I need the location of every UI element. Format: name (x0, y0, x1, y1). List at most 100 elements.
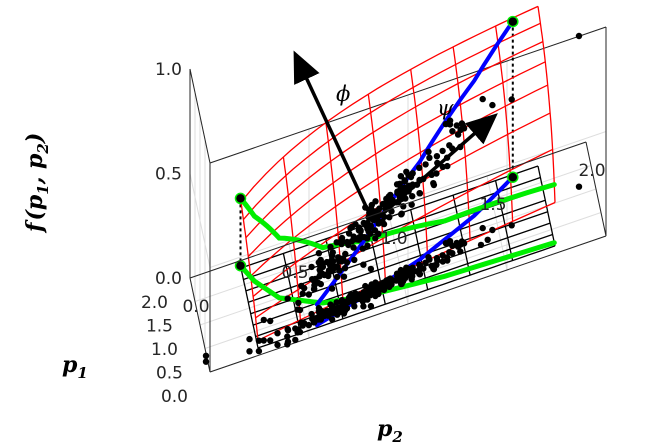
highlight-point-surface-0 (234, 192, 247, 205)
sample-point-floor-79 (508, 222, 515, 229)
surface-p2-line-6 (494, 25, 514, 222)
sample-point-floor-193 (310, 319, 318, 326)
sample-point-floor-191 (267, 337, 274, 344)
projection-p2-line-0 (240, 267, 259, 349)
sample-point-surface-23 (328, 285, 336, 292)
sample-point-surface-209 (350, 244, 357, 251)
sample-point-surface-14 (345, 230, 353, 237)
sample-point-floor-188 (389, 277, 396, 284)
sample-point-floor-165 (372, 292, 379, 300)
sample-point-floor-217 (364, 288, 371, 295)
sample-point-surface-156 (386, 214, 393, 221)
sample-point-surface-39 (338, 240, 345, 248)
surface-p1-line-4 (247, 61, 546, 257)
sample-point-surface-63 (439, 163, 446, 171)
surface-p2-line-1 (282, 156, 302, 320)
sample-point-floor-202 (332, 308, 339, 315)
sample-point-surface-104 (430, 180, 437, 187)
sample-point-floor-156 (386, 283, 393, 290)
sample-point-floor-214 (308, 310, 315, 318)
sample-point-floor-150 (338, 296, 346, 304)
sample-point-floor-62 (367, 302, 375, 310)
grid-floor-p1-2 (199, 188, 597, 326)
sample-point-floor-63 (439, 258, 446, 265)
sample-point-floor-177 (383, 277, 390, 284)
sample-point-surface-179 (397, 186, 404, 193)
sample-point-floor-29 (284, 341, 291, 348)
sample-point-surface-159 (398, 211, 405, 218)
sample-point-floor-200 (360, 303, 367, 310)
z-axis-label: f(p1, p2) (22, 133, 52, 234)
z-axis-label-arg1: p (22, 194, 48, 210)
phi-arrow (293, 50, 375, 223)
sample-point-surface-166 (309, 276, 316, 283)
sample-point-surface-69 (305, 291, 312, 298)
sample-point-surface-40 (343, 238, 351, 246)
psi-curve-floor (238, 240, 557, 306)
sample-point-surface-96 (453, 122, 460, 129)
sample-point-surface-53 (477, 133, 485, 141)
sample-point-surface-165 (372, 235, 379, 242)
x-axis-label: p2 (377, 416, 403, 443)
sample-point-surface-98 (479, 95, 486, 103)
surface-p1-line-7 (240, 5, 539, 203)
surface-p1-line-6 (242, 22, 541, 221)
sample-point-surface-77 (376, 205, 383, 212)
axes-box-front (189, 141, 607, 279)
sample-point-floor-106 (484, 236, 491, 243)
sample-point-surface-62 (367, 265, 375, 273)
sample-point-floor-167 (425, 254, 432, 261)
sample-point-surface-193 (310, 285, 318, 293)
sample-point-surface-210 (327, 243, 334, 251)
sample-point-surface-191 (267, 317, 274, 325)
sample-point-floor-194 (246, 348, 253, 355)
sample-point-surface-215 (292, 325, 299, 332)
sample-point-surface-140 (433, 170, 440, 177)
projection-dashed-lines (239, 21, 514, 266)
sample-point-surface-139 (382, 202, 390, 209)
sample-point-surface-144 (334, 273, 341, 281)
sample-point-surface-0 (575, 32, 583, 40)
sample-point-surface-158 (439, 147, 446, 155)
sample-point-surface-200 (360, 261, 367, 268)
y-axis-label: p1 (62, 352, 88, 382)
sample-point-surface-172 (296, 306, 304, 314)
sample-point-surface-216 (338, 258, 345, 265)
sample-point-floor-26 (489, 226, 496, 234)
sample-point-floor-110 (433, 254, 441, 262)
psi-label: ψ (437, 96, 454, 120)
sample-point-surface-111 (422, 161, 429, 168)
sample-point-surface-170 (274, 330, 281, 337)
x-axis-label-sub: 2 (391, 428, 402, 443)
sample-point-surface-177 (383, 195, 390, 203)
sample-point-floor-163 (299, 322, 306, 329)
p1-tick-label-0: 0.0 (161, 387, 188, 407)
sample-point-surface-146 (401, 177, 408, 184)
sample-point-surface-82 (416, 164, 423, 171)
box-edge-back-3 (209, 26, 607, 164)
sample-point-surface-29 (284, 333, 291, 340)
box-edge-front-1 (585, 141, 607, 237)
sample-point-surface-58 (416, 190, 424, 197)
sample-point-floor-158 (439, 252, 446, 259)
sample-point-floor-159 (398, 280, 405, 288)
sample-point-floor-148 (255, 347, 263, 355)
sample-point-surface-180 (316, 266, 323, 274)
sample-point-surface-45 (396, 180, 403, 187)
sample-point-floor-215 (292, 336, 299, 344)
sample-point-surface-148 (255, 337, 263, 344)
sample-point-floor-203 (409, 264, 416, 271)
sample-point-surface-174 (361, 234, 368, 241)
sample-point-surface-187 (315, 250, 323, 257)
sample-point-floor-212 (367, 282, 375, 290)
sample-point-floor-199 (398, 275, 405, 282)
p2-tick-label-3: 1.5 (479, 195, 506, 215)
p1-tick-label-3: 1.5 (146, 317, 173, 337)
sample-point-surface-217 (364, 219, 371, 227)
sample-point-surface-219 (446, 117, 454, 124)
sample-point-surface-175 (341, 265, 349, 272)
sample-point-floor-152 (325, 312, 332, 319)
projection-p1-line-3 (250, 211, 548, 315)
sample-point-floor-140 (433, 261, 440, 268)
